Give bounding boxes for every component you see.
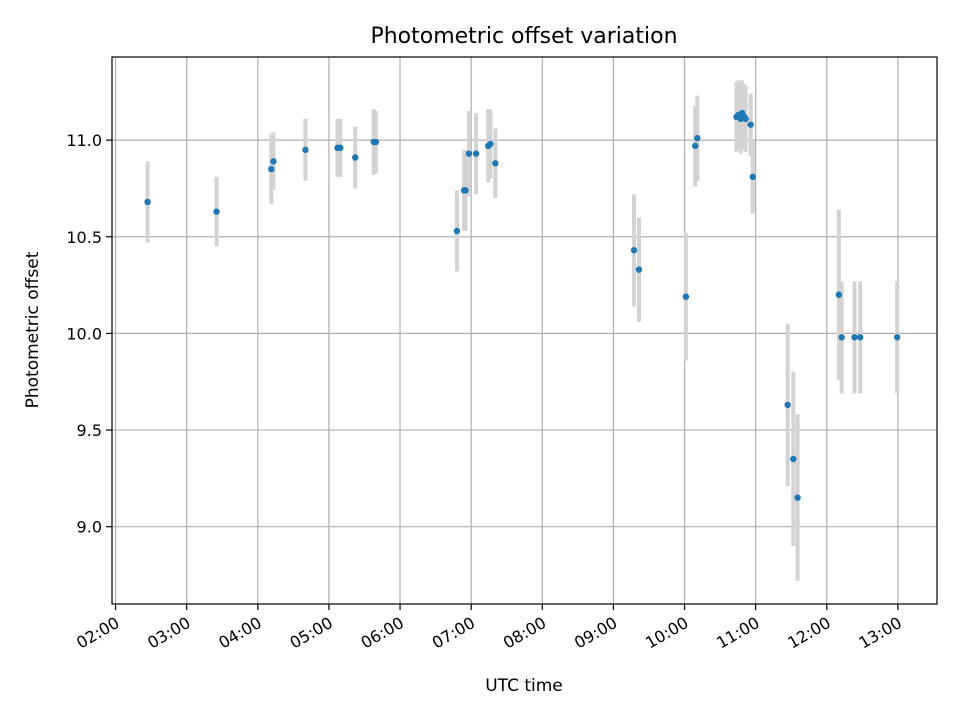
data-point — [465, 150, 473, 157]
data-point — [856, 334, 864, 341]
data-point — [372, 138, 380, 146]
x-tick-label: 03:00 — [144, 613, 193, 653]
data-point — [835, 291, 843, 298]
error-bars — [145, 80, 900, 581]
y-tick-label: 9.5 — [77, 421, 102, 440]
x-tick-label: 04:00 — [215, 613, 264, 653]
data-point — [462, 187, 469, 194]
data-point — [302, 146, 309, 153]
data-point — [749, 173, 756, 181]
data-point — [635, 266, 643, 273]
x-tick-label: 05:00 — [286, 613, 335, 653]
y-tick-label: 10.0 — [66, 324, 102, 343]
y-tick-label: 9.0 — [77, 518, 102, 537]
chart-title: Photometric offset variation — [370, 24, 677, 49]
data-point — [784, 401, 791, 409]
x-tick-label: 02:00 — [73, 613, 122, 653]
y-axis-label: Photometric offset — [23, 251, 43, 408]
data-point — [682, 293, 690, 300]
x-tick-label: 06:00 — [358, 613, 407, 653]
x-axis-ticks: 02:00 03:00 04:00 05:00 06:00 07:00 08:00 09:00… — [73, 604, 905, 653]
y-tick-label: 11.0 — [66, 131, 102, 150]
x-axis-label: UTC time — [485, 676, 563, 696]
data-point — [794, 494, 801, 501]
data-point — [742, 115, 749, 123]
y-tick-label: 10.5 — [66, 228, 102, 247]
data-point — [472, 150, 480, 157]
data-point — [213, 208, 220, 215]
data-point — [453, 227, 461, 235]
x-tick-label: 07:00 — [429, 613, 478, 653]
data-point — [352, 154, 359, 161]
grid-lines — [112, 57, 937, 604]
data-point — [893, 334, 901, 341]
x-tick-label: 09:00 — [571, 613, 620, 653]
plot-frame — [111, 56, 938, 605]
x-tick-label: 10:00 — [642, 613, 691, 653]
data-point — [144, 198, 151, 206]
data-point — [790, 455, 797, 463]
data-point — [691, 142, 699, 150]
x-tick-label: 13:00 — [855, 613, 904, 653]
data-point — [492, 160, 499, 167]
x-tick-label: 12:00 — [784, 613, 833, 653]
y-axis-ticks: 9.0 9.5 10.0 10.5 11.0 — [66, 131, 112, 537]
data-points — [144, 109, 901, 501]
data-point — [337, 144, 344, 152]
data-point — [694, 134, 701, 142]
x-tick-label: 08:00 — [500, 613, 549, 653]
data-point — [268, 165, 275, 173]
data-point — [270, 158, 277, 165]
data-point — [630, 247, 638, 254]
data-point — [851, 334, 858, 341]
data-point — [487, 140, 494, 148]
data-point — [838, 334, 845, 341]
x-tick-label: 11:00 — [713, 613, 762, 653]
data-point — [747, 121, 754, 128]
